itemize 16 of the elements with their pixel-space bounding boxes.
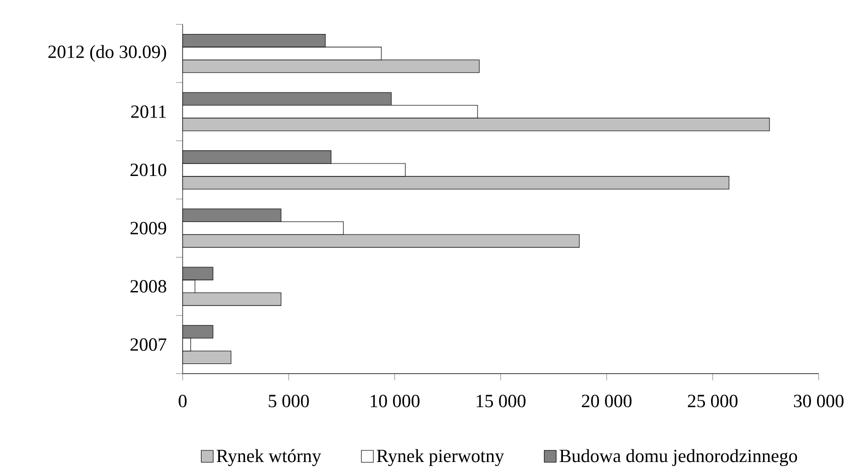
y-tick-label: 2007: [130, 338, 166, 351]
x-tick-label: 20 000: [582, 394, 632, 408]
x-tick-label: 5 000: [268, 394, 309, 408]
x-tick-label: 25 000: [688, 394, 738, 408]
y-tick-label: 2010: [130, 164, 166, 176]
legend-label: Rynek wtórny: [216, 449, 322, 466]
x-tick-label: 15 000: [476, 394, 526, 408]
x-tick-label: 0: [178, 394, 187, 408]
x-tick-label: 30 000: [794, 394, 844, 408]
legend-label: Budowa domu jednorodzinnego: [560, 449, 798, 466]
x-tick-label: 10 000: [370, 394, 420, 408]
y-tick-label: 2011: [131, 105, 166, 118]
y-tick-label: 2008: [130, 280, 166, 293]
legend-label: Rynek pierwotny: [376, 449, 504, 466]
y-tick-label: 2009: [130, 222, 166, 234]
y-tick-label: 2012 (do 30.09): [48, 45, 166, 62]
